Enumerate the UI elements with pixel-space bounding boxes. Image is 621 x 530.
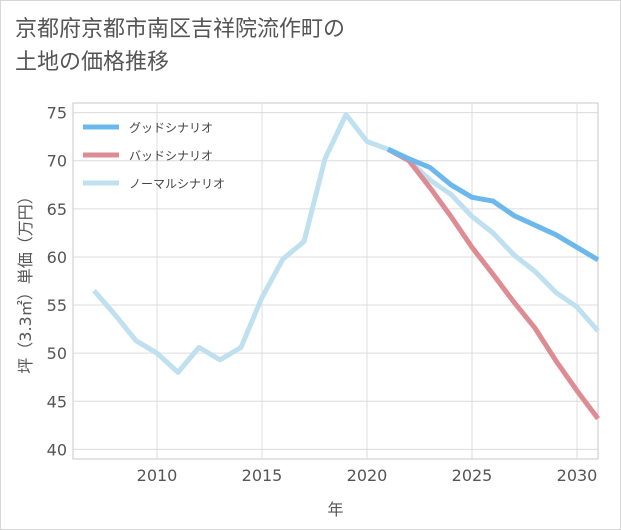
series-line-1 bbox=[386, 146, 600, 262]
y-tick-label: 70 bbox=[47, 152, 67, 171]
legend-label: ノーマルシナリオ bbox=[129, 177, 225, 191]
y-axis-label: 坪（3.3㎡）単価（万円） bbox=[16, 188, 35, 373]
page-title: 京都府京都市南区吉祥院流作町の 土地の価格推移 bbox=[15, 17, 346, 75]
y-tick-label: 45 bbox=[47, 392, 67, 411]
x-tick-label: 2010 bbox=[137, 466, 178, 485]
legend-label: グッドシナリオ bbox=[129, 121, 213, 135]
x-tick-label: 2020 bbox=[347, 466, 388, 485]
series-line-2 bbox=[386, 147, 600, 421]
y-tick-label: 65 bbox=[47, 200, 67, 219]
x-tick-label: 2025 bbox=[452, 466, 493, 485]
legend-label: バッドシナリオ bbox=[129, 149, 213, 163]
series-line-3 bbox=[92, 112, 600, 375]
y-tick-label: 55 bbox=[47, 296, 67, 315]
y-tick-label: 75 bbox=[47, 104, 67, 123]
x-axis-label: 年 bbox=[327, 500, 343, 519]
x-tick-label: 2030 bbox=[557, 466, 598, 485]
x-tick-label: 2015 bbox=[242, 466, 283, 485]
y-tick-label: 50 bbox=[47, 344, 67, 363]
y-tick-label: 60 bbox=[47, 248, 67, 267]
y-tick-label: 40 bbox=[47, 440, 67, 459]
plot-area bbox=[72, 102, 599, 460]
